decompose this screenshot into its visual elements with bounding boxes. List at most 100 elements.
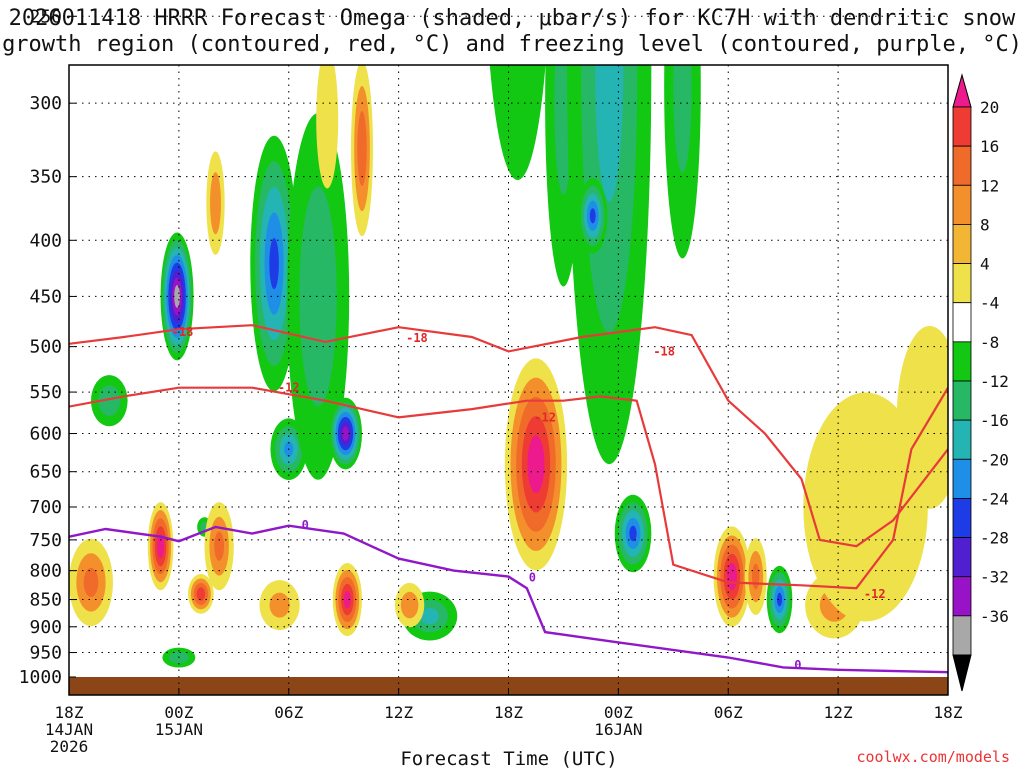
y-tick-label: 650: [29, 462, 62, 483]
omega-cell: [69, 538, 113, 627]
colorbar-label: 4: [980, 255, 990, 274]
omega-level: [527, 435, 545, 494]
x-tick-label: 18Z: [934, 703, 963, 722]
colorbar-label: -16: [980, 411, 1009, 430]
colorbar-segment: [952, 615, 972, 656]
y-tick-label: 250: [29, 6, 62, 27]
x-tick-label: 12Z: [824, 703, 853, 722]
colorbar-segment: [952, 458, 972, 499]
omega-level: [157, 534, 165, 559]
colorbar-segment: [952, 498, 972, 538]
y-tick-label: 600: [29, 424, 62, 445]
omega-cell: [504, 358, 568, 571]
omega-cell: [329, 397, 362, 470]
x-tick-label: 06Z: [714, 703, 743, 722]
omega-cell: [578, 178, 608, 254]
colorbar-label: -4: [980, 294, 999, 313]
colorbar-segment: [952, 576, 972, 617]
contour-label: 0: [529, 571, 536, 585]
omega-level: [343, 590, 351, 609]
omega-level: [595, 65, 624, 202]
colorbar-segment: [952, 145, 972, 186]
contour-label: -12: [864, 587, 886, 601]
y-axis: 250 300 350 400 450 500 550 600 650 700 750 800 850 9…: [19, 6, 76, 688]
colorbar-label: -8: [980, 333, 999, 352]
y-tick-label: 850: [29, 590, 62, 611]
omega-level: [269, 237, 279, 290]
omega-level: [210, 172, 221, 235]
omega-level: [589, 208, 596, 224]
x-tick-year: 2026: [50, 737, 89, 756]
omega-cell: [351, 65, 373, 237]
omega-cell: [664, 65, 701, 259]
x-tick-label: 06Z: [274, 703, 303, 722]
colorbar-label: -20: [980, 450, 1009, 469]
colorbar-label: 8: [980, 215, 990, 234]
omega-level: [316, 65, 339, 189]
colorbar-label: -12: [980, 372, 1009, 391]
omega-level: [174, 285, 180, 308]
omega-level: [269, 592, 290, 618]
omega-level: [214, 531, 225, 561]
colorbar-segment: [952, 302, 972, 343]
credit-link[interactable]: coolwx.com/models: [856, 748, 1010, 766]
omega-cell: [204, 502, 234, 591]
y-tick-label: 300: [29, 93, 62, 114]
colorbar-label: -32: [980, 568, 1009, 587]
colorbar-segment: [952, 106, 972, 147]
contour-label: 0: [302, 518, 309, 532]
contour-label: -18: [406, 331, 428, 345]
y-tick-label: 550: [29, 382, 62, 403]
x-tick-label: 00Z: [604, 703, 633, 722]
omega-cell: [160, 232, 194, 361]
contour-label: -12: [278, 381, 300, 395]
x-tick-date: 14JAN: [45, 720, 93, 739]
omega-cell: [206, 151, 225, 255]
colorbar-label: -36: [980, 607, 1009, 626]
omega-cell: [614, 494, 652, 573]
chart-title-line-1: 2026011418 HRRR Forecast Omega (shaded, …: [8, 6, 1016, 31]
omega-cell: [766, 565, 793, 634]
omega-cell: [188, 574, 214, 614]
colorbar: 20 16 12 8 4 -4 -8 -12 -16 -20 -24 -28 -32 -36: [952, 73, 1009, 692]
colorbar-segment: [952, 341, 972, 382]
contour-label: -18: [653, 344, 675, 358]
omega-level: [98, 385, 121, 416]
colorbar-label: -24: [980, 489, 1009, 508]
omega-cell: [147, 502, 174, 591]
x-tick-label: 12Z: [384, 703, 413, 722]
omega-cell: [713, 526, 751, 627]
colorbar-segment: [952, 263, 972, 304]
gridlines: [69, 15, 948, 695]
chart-title-line-2: growth region (contoured, red, °C) and f…: [2, 32, 1022, 57]
omega-level: [629, 525, 637, 542]
x-tick-label: 18Z: [55, 703, 84, 722]
omega-level: [342, 426, 349, 441]
omega-level: [400, 591, 419, 619]
colorbar-segment: [952, 537, 972, 578]
omega-level: [420, 607, 439, 625]
y-tick-label: 700: [29, 497, 62, 518]
omega-level: [673, 65, 692, 173]
omega-level: [489, 65, 546, 181]
colorbar-top-arrow: [952, 73, 972, 108]
omega-cell: [567, 65, 652, 465]
contour-label: -12: [534, 410, 556, 424]
omega-level: [501, 0, 534, 57]
omega-level: [299, 186, 337, 407]
y-tick-label: 900: [29, 617, 62, 638]
omega-cell: [803, 392, 928, 622]
omega-cell: [90, 375, 128, 427]
x-tick-label: 00Z: [164, 703, 193, 722]
x-tick-label: 18Z: [494, 703, 523, 722]
omega-cell: [332, 563, 362, 637]
omega-shading: [69, 0, 948, 668]
y-tick-label: 1000: [19, 667, 62, 688]
colorbar-segment: [952, 380, 972, 421]
colorbar-label: -28: [980, 529, 1009, 548]
omega-level: [83, 567, 99, 597]
chart-title: 2026011418 HRRR Forecast Omega (shaded, …: [0, 6, 1024, 58]
y-tick-label: 750: [29, 530, 62, 551]
colorbar-segment: [952, 184, 972, 225]
